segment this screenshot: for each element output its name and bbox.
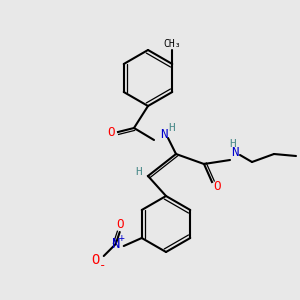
Text: O: O: [92, 253, 100, 267]
Text: O: O: [107, 125, 115, 139]
Text: N: N: [160, 128, 168, 142]
Text: H: H: [136, 167, 142, 177]
Text: N: N: [231, 146, 239, 158]
Text: CH₃: CH₃: [164, 39, 181, 49]
Text: O: O: [116, 218, 124, 230]
Text: H: H: [169, 123, 176, 133]
Text: -: -: [99, 260, 106, 272]
Text: N: N: [112, 237, 120, 251]
Text: +: +: [119, 233, 125, 243]
Text: H: H: [230, 139, 236, 149]
Text: O: O: [213, 181, 221, 194]
